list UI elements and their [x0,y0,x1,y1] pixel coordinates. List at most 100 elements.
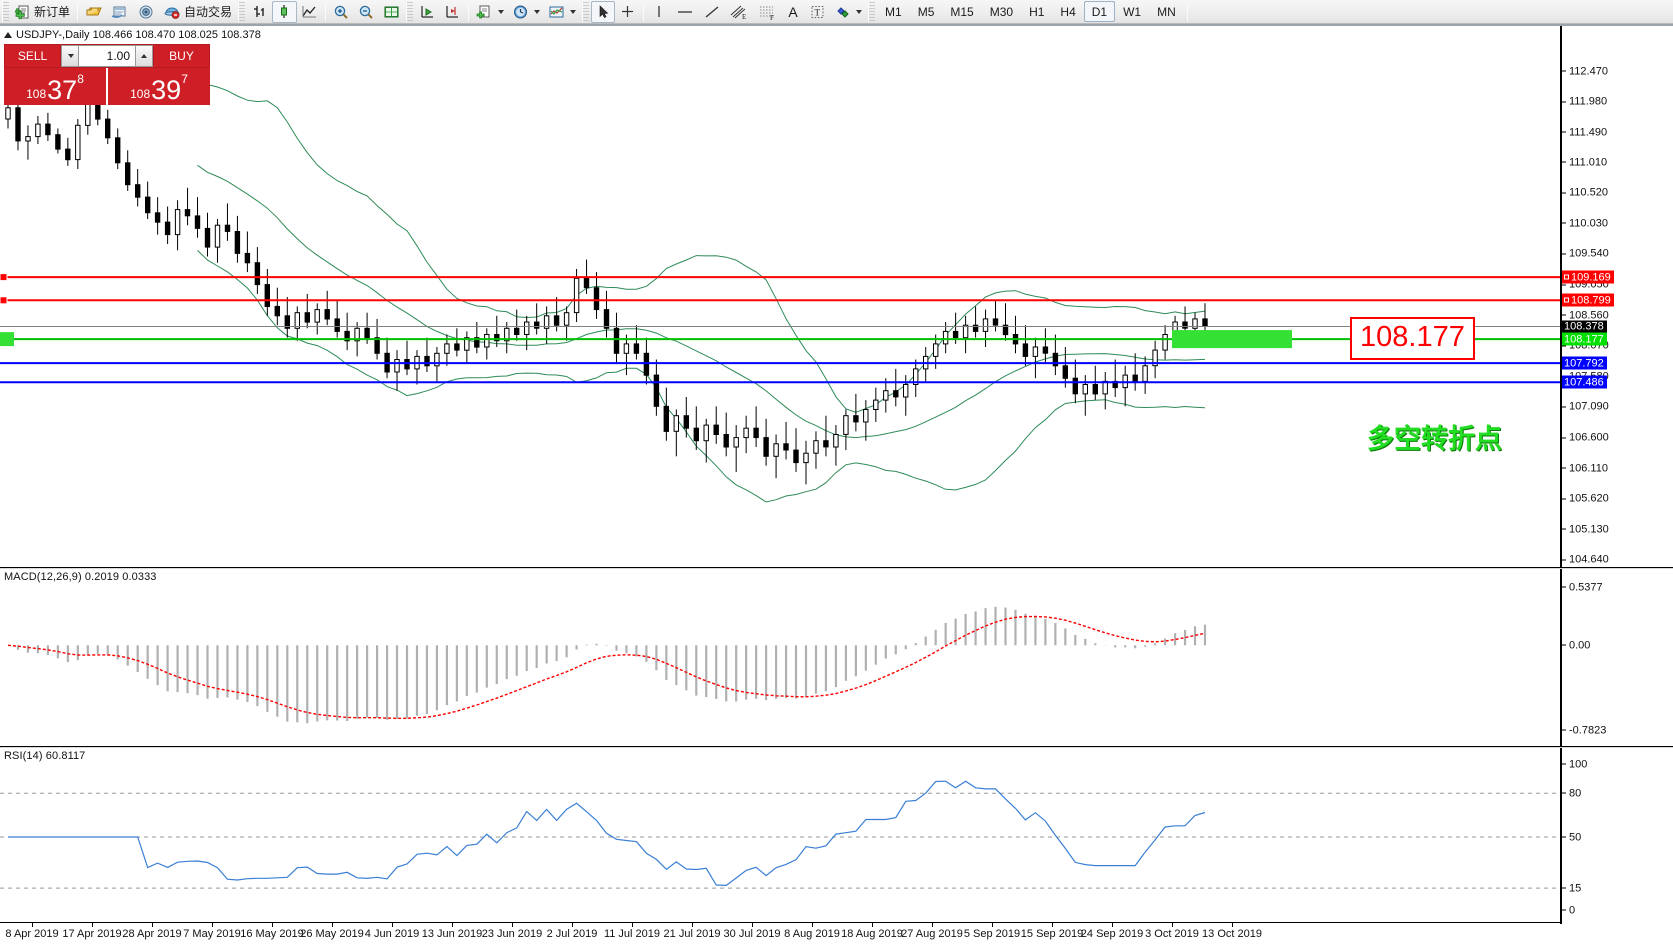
volume-input[interactable]: 1.00 [79,45,135,67]
price-tick-109.540: 109.540 [1562,247,1609,260]
shapes-button[interactable] [830,1,866,23]
candlestick-chart-button[interactable] [272,0,298,23]
rsi-pane-plot[interactable] [0,748,1560,924]
vertical-line-button[interactable] [647,1,671,23]
candle [334,300,340,338]
chart-area[interactable]: 112.470 111.980 111.490 111.010 110.520 110.0… [0,24,1673,948]
macd-pane-plot[interactable] [0,569,1560,746]
auto-scroll-button[interactable] [415,1,440,23]
level-handle[interactable] [0,273,8,282]
candle [1042,328,1049,363]
sell-price-display[interactable]: 108 37 8 [4,68,106,105]
price-pane-plot[interactable] [0,26,1560,567]
clock-icon [514,5,528,18]
candle [563,306,570,341]
timeframe-d1[interactable]: D1 [1083,1,1116,22]
text-box-button[interactable]: T [805,1,830,23]
trendline-button[interactable] [699,1,725,23]
price-level-label-108.177[interactable]: 108.177 [1562,332,1607,346]
timeframe-m5[interactable]: M5 [917,4,935,19]
bar-chart-button[interactable] [247,1,272,23]
main-toolbar: 新订单 [0,0,1673,24]
equidistant-channel-button[interactable]: E [725,1,753,23]
time-tick-mark [1172,923,1173,927]
candle [673,409,679,457]
timeframe-m1[interactable]: M1 [885,4,902,19]
axis-tick-mark [1562,586,1566,588]
fibonacci-button[interactable]: F [753,1,781,23]
timeframe-m30[interactable]: M30 [989,4,1014,19]
indicators-button[interactable] [544,1,580,23]
crosshair-button[interactable] [615,1,640,23]
price-level-label-108.378[interactable]: 108.378 [1562,320,1607,334]
time-axis[interactable]: 8 Apr 2019 17 Apr 2019 28 Apr 2019 7 May 20… [0,922,1560,948]
candle [773,434,779,479]
volume-up-button[interactable] [135,45,153,67]
price-axis[interactable]: 112.470 111.980 111.490 111.010 110.520 110.0… [1560,26,1673,567]
timeframe-w1[interactable]: W1 [1123,4,1142,19]
candle [75,119,81,170]
price-macd-divider[interactable] [0,567,1673,569]
macd-signal-line [7,615,1206,720]
candle [324,290,330,326]
period-separators-button[interactable] [508,1,544,23]
collapse-triangle-icon[interactable] [4,32,12,38]
volume-stepper[interactable]: 1.00 [61,44,153,68]
shapes-chevron-down-icon[interactable] [856,9,863,14]
candle [733,425,739,472]
zoom-out-button[interactable] [354,1,379,23]
axis-tick-mark [1562,101,1566,103]
indicators-chevron-down-icon[interactable] [570,9,577,14]
chart-shift-button[interactable] [440,1,465,23]
tile-windows-button[interactable] [379,1,404,23]
toolbar-grip-4[interactable] [582,1,590,22]
price-level-label-109.169[interactable]: 109.169 [1562,270,1614,284]
candle [763,418,769,466]
level-handle[interactable] [0,296,8,305]
toolbar-grip[interactable] [2,1,9,22]
macd-axis[interactable]: 0.5377 0.00 -0.7823 [1560,569,1673,746]
time-tick-mark [632,923,633,927]
toolbar-grip-3[interactable] [406,1,414,22]
buy-price-display[interactable]: 108 39 7 [108,68,210,105]
text-label-button[interactable]: A [781,1,805,23]
volume-dropdown-button[interactable] [61,45,79,67]
price-tick-110.030: 110.030 [1562,217,1608,230]
candle [853,393,859,432]
candle [204,212,211,257]
timeframe-mn[interactable]: MN [1157,4,1176,19]
period-chevron-down-icon[interactable] [534,9,541,14]
templates-chevron-down-icon[interactable] [498,9,505,14]
rsi-axis[interactable]: 100 80 50 15 0 [1560,748,1673,924]
templates-button[interactable] [472,1,508,23]
green-zone-marker[interactable] [1172,330,1292,349]
buy-button[interactable]: BUY [153,44,210,68]
zoom-in-button[interactable] [329,1,354,23]
timeframe-m15[interactable]: M15 [950,4,974,19]
toolbar-grip-5[interactable] [868,1,876,22]
navigator-button[interactable] [133,1,159,23]
sell-button[interactable]: SELL [4,44,61,68]
turning-point-annotation[interactable]: 多空转折点 [1367,424,1502,455]
green-level-handle[interactable] [0,332,14,347]
macd-rsi-divider[interactable] [0,746,1673,748]
toolbar-grip-2[interactable] [238,1,246,22]
cursor-button[interactable] [591,0,616,23]
price-level-label-108.799[interactable]: 108.799 [1562,293,1614,307]
price-level-label-107.792[interactable]: 107.792 [1562,356,1607,370]
one-click-trading-panel[interactable]: SELL 1.00 BUY 108 37 8 [4,44,210,105]
expert-advisors-button[interactable] [81,1,107,23]
candle [164,206,171,244]
new-order-button[interactable]: 新订单 [11,1,74,23]
line-chart-button[interactable] [297,1,322,23]
price-callout-annotation[interactable]: 108.177 [1350,317,1475,361]
candle [1002,303,1009,341]
zoom-in-icon [334,5,348,19]
horizontal-line-button[interactable] [671,1,699,23]
timeframe-h1[interactable]: H1 [1029,4,1045,19]
price-level-label-107.486[interactable]: 107.486 [1562,375,1607,389]
buy-price-prefix: 108 [130,87,151,101]
auto-trading-button[interactable]: 自动交易 [159,1,236,23]
timeframe-h4[interactable]: H4 [1060,4,1076,19]
data-window-button[interactable] [107,1,133,23]
